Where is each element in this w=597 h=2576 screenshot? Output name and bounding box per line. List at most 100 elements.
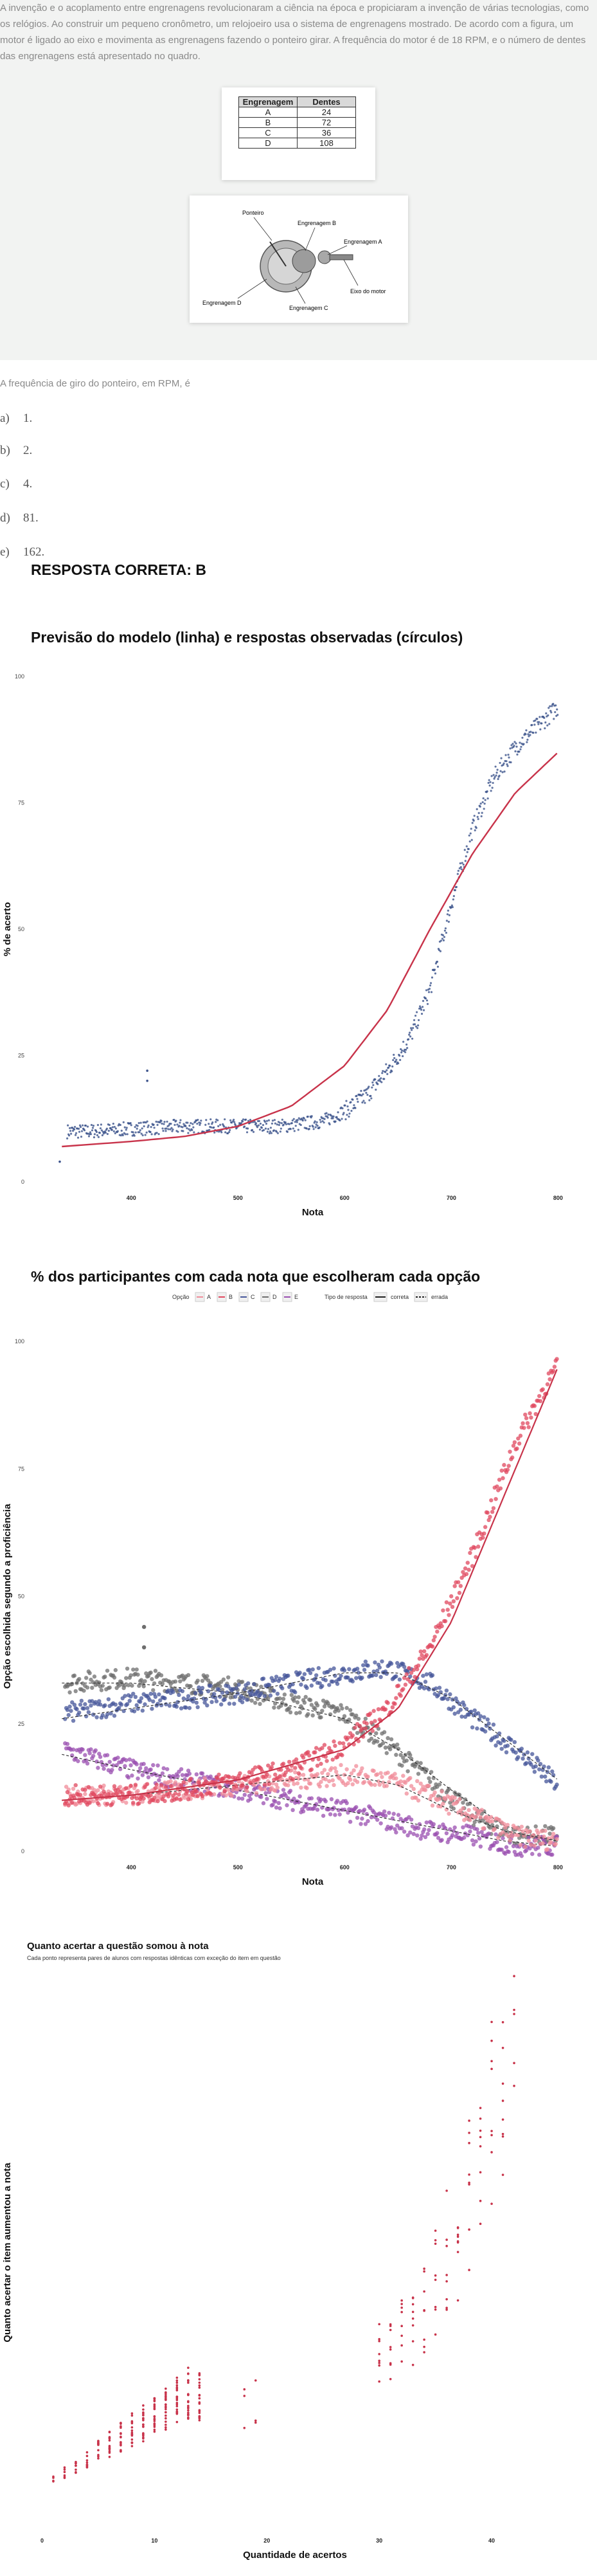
- option-point: [347, 1718, 352, 1722]
- option-point: [417, 1656, 422, 1661]
- option-point: [103, 1703, 107, 1708]
- option-point: [205, 1674, 209, 1678]
- observed-point: [211, 1121, 214, 1124]
- option-point: [469, 1825, 474, 1829]
- option-b[interactable]: b) 2.: [0, 444, 32, 458]
- option-point: [153, 1669, 158, 1673]
- option-point: [333, 1766, 337, 1770]
- option-point: [225, 1690, 229, 1695]
- observed-point: [452, 898, 454, 901]
- option-point: [248, 1797, 253, 1802]
- option-point: [87, 1800, 92, 1805]
- y-tick-label: 0: [21, 1848, 24, 1855]
- observed-point: [493, 777, 495, 780]
- observed-point: [413, 1019, 416, 1022]
- table-cell: 36: [297, 127, 356, 138]
- option-point: [511, 1844, 516, 1849]
- option-point: [164, 1702, 168, 1707]
- observed-point: [67, 1134, 71, 1137]
- option-point: [363, 1726, 368, 1731]
- option-c[interactable]: c) 4.: [0, 477, 32, 491]
- option-point: [136, 1673, 140, 1677]
- option-point: [293, 1690, 298, 1694]
- option-a[interactable]: a) 1.: [0, 412, 32, 426]
- observed-point: [325, 1112, 328, 1114]
- observed-point: [100, 1129, 103, 1132]
- option-point: [86, 1784, 91, 1790]
- gain-point: [389, 2378, 392, 2381]
- observed-point: [109, 1127, 112, 1129]
- option-point: [334, 1770, 339, 1774]
- label-gear-d: Engrenagem D: [202, 300, 242, 306]
- option-d[interactable]: d) 81.: [0, 511, 39, 525]
- option-point: [455, 1596, 459, 1601]
- option-point: [451, 1705, 456, 1710]
- option-point: [303, 1694, 308, 1700]
- option-point: [465, 1561, 470, 1565]
- observed-point: [224, 1131, 227, 1134]
- option-point: [389, 1662, 394, 1666]
- option-point: [405, 1833, 410, 1838]
- observed-point: [344, 1104, 346, 1107]
- option-point: [273, 1701, 278, 1706]
- option-point: [294, 1710, 299, 1716]
- observed-point: [429, 984, 432, 987]
- x-tick-label: 0: [40, 2537, 44, 2544]
- observed-point: [138, 1131, 141, 1134]
- option-point: [124, 1758, 129, 1763]
- gain-point: [120, 2433, 122, 2435]
- observed-point: [182, 1130, 184, 1132]
- observed-point: [241, 1120, 244, 1123]
- option-point: [281, 1696, 286, 1701]
- observed-point: [173, 1118, 175, 1121]
- observed-point: [404, 1051, 407, 1053]
- gain-point: [75, 2464, 77, 2467]
- observed-point: [178, 1125, 181, 1127]
- x-tick-label: 700: [447, 1864, 456, 1871]
- observed-point: [259, 1122, 262, 1125]
- option-point: [86, 1710, 91, 1714]
- observed-point: [262, 1129, 265, 1132]
- observed-point: [414, 1025, 418, 1028]
- option-point: [301, 1772, 306, 1777]
- x-tick-label: 700: [447, 1195, 456, 1201]
- gain-point: [165, 2414, 167, 2417]
- option-point: [491, 1506, 496, 1510]
- observed-point: [450, 904, 453, 907]
- option-e[interactable]: e) 162.: [0, 545, 44, 559]
- option-point: [333, 1813, 337, 1817]
- option-point: [66, 1712, 71, 1718]
- gain-point: [434, 2239, 437, 2242]
- option-point: [219, 1702, 224, 1707]
- option-point: [183, 1795, 187, 1800]
- gain-point: [153, 2424, 156, 2427]
- option-point: [98, 1784, 103, 1789]
- gain-point: [120, 2422, 122, 2425]
- observed-point: [549, 709, 552, 712]
- option-point: [485, 1717, 490, 1722]
- gain-point: [479, 2199, 482, 2202]
- observed-point: [78, 1130, 81, 1133]
- option-point: [461, 1825, 465, 1829]
- option-point: [129, 1783, 133, 1788]
- observed-point: [409, 1027, 413, 1029]
- option-point: [488, 1514, 492, 1519]
- observed-point: [271, 1120, 274, 1122]
- option-point: [380, 1775, 384, 1779]
- option-point: [526, 1756, 531, 1761]
- option-point: [447, 1613, 451, 1617]
- gain-point: [75, 2468, 77, 2471]
- option-point: [136, 1789, 140, 1793]
- option-point: [287, 1759, 292, 1764]
- option-point: [409, 1671, 414, 1675]
- observed-point: [93, 1136, 96, 1139]
- gain-point: [165, 2387, 167, 2390]
- observed-point: [372, 1084, 375, 1087]
- gain-point: [187, 2381, 190, 2384]
- option-point: [328, 1667, 333, 1672]
- option-point: [94, 1715, 99, 1719]
- observed-point: [119, 1123, 121, 1127]
- option-point: [242, 1793, 247, 1797]
- observed-point: [461, 862, 463, 864]
- option-point: [118, 1784, 123, 1789]
